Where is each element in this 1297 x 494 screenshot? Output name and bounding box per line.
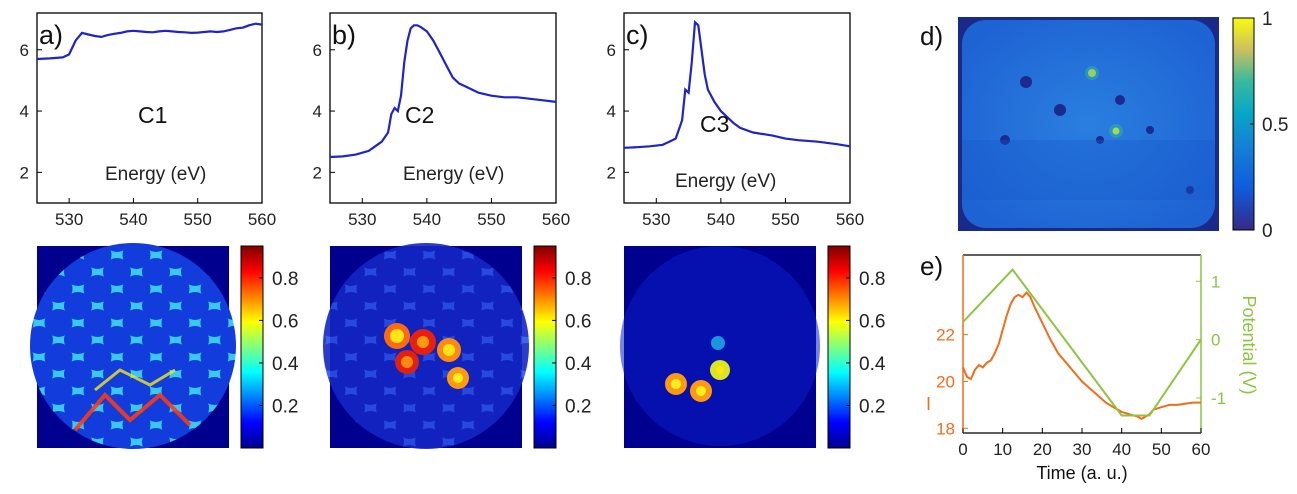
colorbar-label: 0.4 xyxy=(565,354,592,375)
x-tick-label: 0 xyxy=(958,440,967,459)
colorbar-label: 0.8 xyxy=(565,269,591,290)
colorbar-label: 0.8 xyxy=(272,269,298,290)
y-tick-label: 6 xyxy=(313,41,322,60)
y-tick-label: 18 xyxy=(936,419,955,438)
y2-tick-label: -1 xyxy=(1211,389,1226,408)
series-line xyxy=(329,24,557,159)
y-tick-label: 2 xyxy=(313,163,322,182)
y-tick-label: 6 xyxy=(607,41,616,60)
colorbar-label: 0 xyxy=(1262,221,1273,242)
curve-annotation: C2 xyxy=(405,102,434,128)
series-line xyxy=(36,22,263,61)
x-tick-label: 60 xyxy=(1192,440,1211,459)
y-tick-label: 4 xyxy=(20,102,29,121)
x-tick-label: 530 xyxy=(55,210,83,229)
x-tick-label: 530 xyxy=(348,210,376,229)
x-axis-label: Energy (eV) xyxy=(403,164,504,185)
map-d xyxy=(958,17,1219,231)
y-tick-label: 4 xyxy=(313,102,322,121)
panel-label: d) xyxy=(920,21,943,51)
x-tick-label: 540 xyxy=(119,210,147,229)
colorbar-label: 0.2 xyxy=(859,396,885,417)
colorbar-label: 0.2 xyxy=(565,396,591,417)
colorbar-label: 0.5 xyxy=(1262,115,1288,136)
series-line-left xyxy=(962,290,1201,421)
colorbar-label: 0.6 xyxy=(565,311,591,332)
panel-label: b) xyxy=(332,20,356,50)
plot-frame xyxy=(329,12,557,204)
x-axis-label: Energy (eV) xyxy=(105,164,206,185)
map-c3 xyxy=(620,246,820,448)
spectrum-c1: 530 540 550 560 2 4 6 a) C1 Energy (eV) xyxy=(20,12,276,229)
colorbar-label: 0.6 xyxy=(859,311,885,332)
y-tick-label: 20 xyxy=(936,372,955,391)
x-tick-label: 10 xyxy=(993,440,1012,459)
map-c2 xyxy=(323,243,529,449)
y2-tick-label: 0 xyxy=(1211,331,1220,350)
series-line-right xyxy=(962,268,1202,417)
y2-axis-label: Potential (V) xyxy=(1239,295,1259,394)
plot-frame xyxy=(36,12,263,204)
y-axis-label: I xyxy=(926,394,931,414)
curve-annotation: C3 xyxy=(700,111,729,137)
x-axis-label: Energy (eV) xyxy=(675,171,776,192)
panel-label: a) xyxy=(39,20,63,50)
colorbar-label: 1 xyxy=(1262,9,1273,30)
colorbar-c2 xyxy=(533,245,557,449)
colorbar-label: 0.8 xyxy=(859,269,885,290)
series-line xyxy=(623,19,851,149)
panel-label: e) xyxy=(920,251,943,281)
panel-label: c) xyxy=(626,20,649,50)
y-tick-label: 4 xyxy=(607,102,616,121)
x-tick-label: 550 xyxy=(771,210,799,229)
spectrum-c2: 530 540 550 560 2 4 6 b) C2 Energy (eV) xyxy=(313,12,570,229)
y-tick-label: 2 xyxy=(20,163,29,182)
x-tick-label: 20 xyxy=(1033,440,1052,459)
x-tick-label: 30 xyxy=(1073,440,1092,459)
x-tick-label: 560 xyxy=(542,210,570,229)
x-tick-label: 540 xyxy=(413,210,441,229)
colorbar-label: 0.2 xyxy=(272,396,298,417)
colorbar-c1 xyxy=(240,245,264,449)
plot-e: 0 10 20 30 40 50 60 18 20 22 -1 0 1 e) Time (a. u.) I Po… xyxy=(920,251,1259,483)
spectrum-c3: 530 540 550 560 2 4 6 c) C3 Energy (eV) xyxy=(607,12,864,229)
colorbar-label: 0.4 xyxy=(859,354,886,375)
y2-tick-label: 1 xyxy=(1211,272,1220,291)
x-tick-label: 40 xyxy=(1112,440,1131,459)
x-tick-label: 540 xyxy=(707,210,735,229)
y-tick-label: 2 xyxy=(607,163,616,182)
x-tick-label: 550 xyxy=(477,210,505,229)
curve-annotation: C1 xyxy=(138,102,167,128)
y-tick-label: 22 xyxy=(936,326,955,345)
colorbar-c3 xyxy=(827,245,851,449)
x-axis-label: Time (a. u.) xyxy=(1036,463,1127,483)
x-tick-label: 50 xyxy=(1152,440,1171,459)
map-c1 xyxy=(30,243,236,449)
colorbar-label: 0.4 xyxy=(272,354,299,375)
x-tick-label: 550 xyxy=(184,210,212,229)
plot-frame xyxy=(623,12,851,204)
x-tick-label: 560 xyxy=(836,210,864,229)
x-tick-label: 560 xyxy=(248,210,276,229)
x-tick-label: 530 xyxy=(642,210,670,229)
colorbar-label: 0.6 xyxy=(272,311,298,332)
y-tick-label: 6 xyxy=(20,41,29,60)
